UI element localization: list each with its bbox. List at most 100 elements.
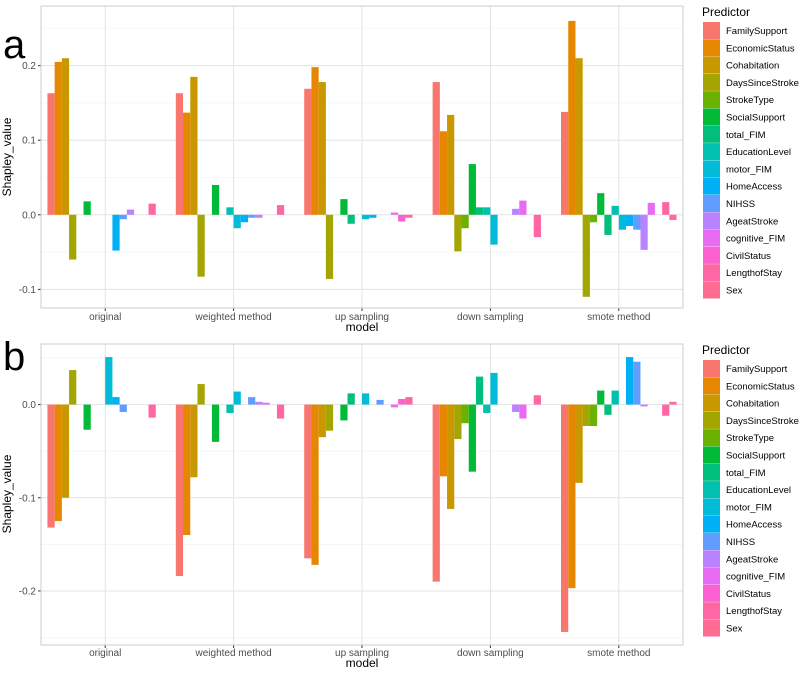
bar-socialsupport xyxy=(468,404,476,472)
bar-nihss xyxy=(119,214,127,220)
bar-cohabitation xyxy=(318,404,326,438)
x-axis-title: model xyxy=(346,656,379,670)
bar-lengthofstay xyxy=(662,202,670,215)
bar-dayssincestroke xyxy=(197,214,205,277)
legend-swatch xyxy=(703,160,720,178)
x-tick-label: up sampling xyxy=(335,648,389,659)
bar-lengthofstay xyxy=(276,404,285,419)
bar-stroketype xyxy=(589,404,598,426)
legend-swatch xyxy=(703,360,720,377)
legend-entry: motor_FIM xyxy=(726,502,772,513)
bar-nihss xyxy=(376,399,384,405)
bar-educationlevel xyxy=(483,404,491,413)
legend-entry: LengthofStay xyxy=(726,606,782,617)
bar-ageatstroke xyxy=(640,214,648,250)
bar-economicstatus xyxy=(54,404,62,522)
bar-nihss xyxy=(633,214,641,230)
bar-socialsupport xyxy=(83,404,91,430)
bar-familysupport xyxy=(47,93,55,215)
x-tick-label: weighted method xyxy=(195,312,272,323)
bar-motor-fim xyxy=(490,214,498,245)
legend-swatch xyxy=(703,481,720,499)
bar-socialsupport xyxy=(83,201,91,215)
bar-familysupport xyxy=(304,404,312,559)
y-axis-title: Shapley_value xyxy=(0,454,14,533)
bar-cohabitation xyxy=(447,404,455,509)
bar-dayssincestroke xyxy=(582,214,590,297)
bar-economicstatus xyxy=(568,20,576,215)
bar-civilstatus xyxy=(398,214,406,222)
bar-cohabitation xyxy=(575,58,583,215)
plot-border xyxy=(40,343,684,646)
bar-cognitive-fim xyxy=(647,202,655,215)
legend-entry: EducationLevel xyxy=(726,147,791,158)
bar-familysupport xyxy=(432,404,440,582)
legend-entry: DaysSinceStroke xyxy=(726,78,799,89)
bar-ageatstroke xyxy=(255,214,263,218)
legend-swatch xyxy=(703,212,720,230)
legend-swatch xyxy=(703,377,720,395)
legend-swatch xyxy=(703,264,720,282)
bar-educationlevel xyxy=(226,207,234,215)
legend-entry: NIHSS xyxy=(726,537,755,548)
bar-cohabitation xyxy=(575,404,583,483)
legend-swatch xyxy=(703,498,720,516)
bar-cognitive-fim xyxy=(390,212,399,215)
legend-swatch xyxy=(703,229,720,247)
bar-motor-fim xyxy=(105,357,113,405)
chart-panel-b: -0.2 -0.1 0.0 original weighted method up sam… xyxy=(0,335,799,670)
legend: Predictor FamilySupport EconomicStatus Coha… xyxy=(702,343,799,637)
legend-entry: LengthofStay xyxy=(726,268,782,279)
legend-swatch xyxy=(703,463,720,481)
bar-dayssincestroke xyxy=(69,214,77,260)
bar-dayssincestroke xyxy=(69,370,77,405)
bar-cognitive-fim xyxy=(390,404,399,408)
legend-swatch xyxy=(703,22,720,39)
bar-cognitive-fim xyxy=(519,200,527,215)
bar-educationlevel xyxy=(483,207,491,215)
bar-homeaccess xyxy=(240,214,249,223)
bar-motor-fim xyxy=(233,391,241,405)
bar-ageatstroke xyxy=(126,209,135,215)
bar-total-fim xyxy=(347,214,355,224)
legend-entry: NIHSS xyxy=(726,199,755,210)
y-tick-label: 0.2 xyxy=(22,61,36,72)
y-tick-label: 0.0 xyxy=(22,210,36,221)
legend-swatch xyxy=(703,125,720,143)
bar-economicstatus xyxy=(568,404,576,589)
bar-economicstatus xyxy=(183,112,191,215)
legend: Predictor FamilySupport EconomicStatus Coha… xyxy=(702,5,799,299)
bar-cohabitation xyxy=(61,404,70,498)
legend-entry: motor_FIM xyxy=(726,164,772,175)
legend-entry: StrokeType xyxy=(726,95,774,106)
legend-entry: FamilySupport xyxy=(726,364,788,375)
legend-entry: StrokeType xyxy=(726,433,774,444)
panel-label: a xyxy=(3,23,26,67)
legend-swatch xyxy=(703,515,720,533)
legend-title: Predictor xyxy=(702,343,750,357)
panel-label: b xyxy=(3,335,25,379)
legend-entry: CivilStatus xyxy=(726,251,771,262)
y-tick-label: -0.2 xyxy=(19,586,37,597)
legend-swatch xyxy=(703,567,720,585)
bar-economicstatus xyxy=(183,404,191,536)
bar-total-fim xyxy=(604,404,612,415)
bar-socialsupport xyxy=(340,199,348,215)
legend-entry: EducationLevel xyxy=(726,485,791,496)
legend-swatch xyxy=(703,619,720,637)
y-tick-label: -0.1 xyxy=(19,493,37,504)
bar-stroketype xyxy=(589,214,598,223)
legend-entry: CivilStatus xyxy=(726,589,771,600)
bar-lengthofstay xyxy=(405,397,413,405)
bar-dayssincestroke xyxy=(325,214,334,279)
legend-swatch xyxy=(703,39,720,57)
bar-socialsupport xyxy=(597,193,605,215)
legend-entry: AgeatStroke xyxy=(726,554,778,565)
legend-entry: Cohabitation xyxy=(726,61,779,72)
bar-motor-fim xyxy=(362,393,370,405)
legend-swatch xyxy=(703,177,720,195)
bar-socialsupport xyxy=(211,184,220,215)
bar-cohabitation xyxy=(190,404,198,478)
bar-total-fim xyxy=(347,393,355,405)
